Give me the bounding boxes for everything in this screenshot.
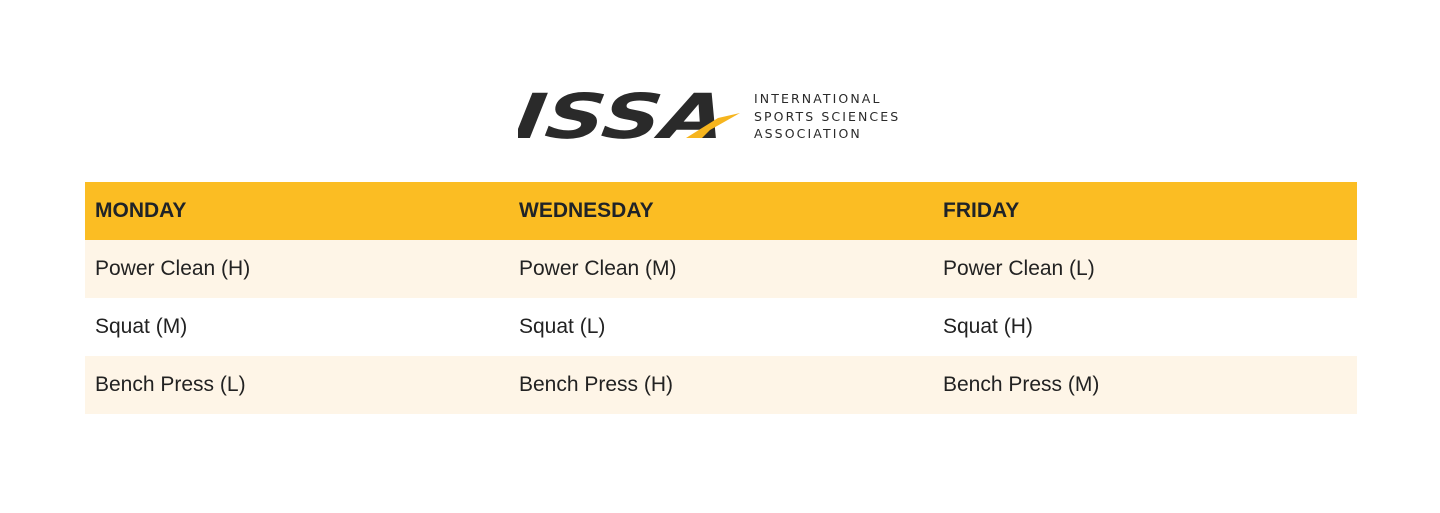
table-cell: Squat (M) — [95, 315, 188, 338]
issa-logo: ISSA INTERNATIONAL SPORTS SCIENCES ASSOC… — [518, 86, 938, 146]
tagline-line: INTERNATIONAL — [754, 91, 882, 106]
tagline-line: SPORTS SCIENCES — [754, 108, 901, 124]
table-cell: Squat (L) — [519, 315, 606, 338]
workout-schedule-table: MONDAY WEDNESDAY FRIDAY Power Clean (H) … — [85, 182, 1357, 414]
table-row: Bench Press (L) Bench Press (H) Bench Pr… — [85, 356, 1357, 414]
table-row: Power Clean (H) Power Clean (M) Power Cl… — [85, 240, 1357, 298]
table-cell: Bench Press (H) — [509, 356, 933, 414]
logo-tagline: INTERNATIONAL SPORTS SCIENCES ASSOCIATIO… — [754, 90, 900, 143]
header-wednesday: WEDNESDAY — [509, 182, 933, 240]
table-header-row: MONDAY WEDNESDAY FRIDAY — [85, 182, 1357, 240]
table-cell: Power Clean (L) — [933, 240, 1357, 298]
table-cell: Bench Press (L) — [85, 356, 509, 414]
header-monday: MONDAY — [85, 182, 509, 240]
issa-wordmark-icon: ISSA — [518, 86, 740, 146]
table-cell: Power Clean (H) — [85, 240, 509, 298]
tagline-line: ASSOCIATION — [754, 126, 862, 141]
header-friday: FRIDAY — [933, 182, 1357, 240]
table-row: Squat (M) Squat (L) Squat (H) — [85, 298, 1357, 356]
table-cell: Squat (H) — [943, 315, 1033, 338]
table-cell: Power Clean (M) — [509, 240, 933, 298]
table-cell: Bench Press (M) — [933, 356, 1357, 414]
